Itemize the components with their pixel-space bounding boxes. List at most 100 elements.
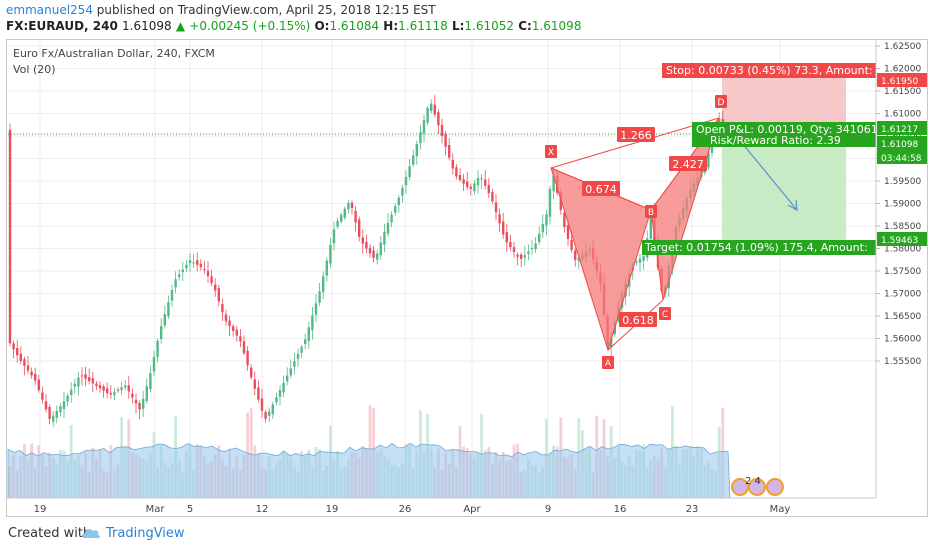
candle-body (502, 221, 505, 235)
time-tick-label: 23 (686, 504, 699, 515)
price-tick-label: 1.62500 (884, 42, 921, 52)
candle-body (566, 225, 570, 239)
candle-body (300, 346, 303, 353)
candle-body (268, 411, 271, 417)
candle-body (361, 237, 364, 244)
candle-body (304, 339, 307, 344)
price-tick-label: 1.58000 (884, 245, 921, 255)
candle-body (178, 274, 181, 277)
candle-body (296, 354, 300, 359)
candle-body (325, 260, 328, 276)
price-badge-2 (877, 136, 927, 150)
ohlc-line: FX:EURAUD, 240 1.61098 ▲ +0.00245 (+0.15… (6, 19, 581, 33)
symbol-label: FX:EURAUD, 240 (6, 19, 118, 33)
candle-body (163, 314, 166, 326)
time-tick-label: Mar (146, 504, 166, 515)
price-tick-label: 1.57500 (884, 267, 921, 277)
candle-body (242, 341, 246, 354)
event-icon (766, 478, 784, 496)
pattern-ratio-label: 0.618 (622, 314, 654, 327)
candle-body (548, 189, 552, 217)
candle-body (138, 402, 141, 410)
candle-body (397, 197, 400, 206)
candle-body (494, 202, 498, 213)
candle-body (160, 326, 163, 340)
candle-body (350, 202, 354, 208)
candle-body (541, 224, 544, 233)
candle-body (574, 250, 577, 260)
candle-body (167, 302, 170, 317)
candle-body (480, 178, 483, 180)
time-tick-label: 26 (399, 504, 412, 515)
candle-body (638, 258, 642, 263)
candle-body (286, 375, 289, 382)
candle-body (44, 401, 48, 410)
candle-body (174, 279, 177, 288)
events-count: 2 4 (745, 476, 761, 487)
candle-body (401, 187, 404, 196)
target-price-badge (877, 232, 927, 246)
price-axis[interactable]: 1.625001.620001.615001.610001.605001.600… (876, 42, 921, 367)
candle-body (448, 145, 451, 158)
price-tick-label: 1.61000 (884, 110, 921, 120)
tradingview-logo-icon (81, 529, 100, 538)
high-label: H: (383, 19, 399, 33)
candle-body (102, 386, 105, 391)
candle-body (37, 379, 40, 391)
tradingview-brand[interactable]: TradingView (106, 526, 185, 541)
candle-body (59, 406, 62, 413)
price-tick-label: 1.62000 (884, 65, 921, 75)
candle-body (332, 229, 336, 244)
candle-body (106, 388, 109, 394)
candle-body (430, 103, 433, 111)
time-tick-label: 19 (34, 504, 47, 515)
candle-body (250, 367, 253, 378)
target-price-text: 1.59463 (881, 236, 918, 246)
candle-body (347, 202, 350, 210)
pattern-ratio-badge (669, 156, 707, 171)
candle-body (509, 241, 512, 248)
price-tick-label: 1.58500 (884, 222, 921, 232)
footer: Created with (0, 518, 932, 550)
candle-body (365, 241, 368, 249)
pattern-ratio-badge (617, 127, 655, 142)
events-badge[interactable]: 2 4 (731, 476, 784, 496)
candle-body (476, 178, 480, 186)
pattern-point-badge (645, 205, 657, 218)
pattern-point-label: A (605, 359, 612, 369)
last-price: 1.61098 (122, 19, 172, 33)
author-link[interactable]: emmanuel254 (6, 3, 93, 17)
time-tick-label: 16 (614, 504, 627, 515)
candle-body (577, 257, 580, 262)
candle-body (23, 359, 26, 366)
candle-body (19, 353, 22, 362)
close-label: C: (518, 19, 532, 33)
time-tick-label: 12 (256, 504, 269, 515)
candle-body (70, 389, 73, 396)
candle-body (538, 233, 541, 242)
candle-body (473, 183, 476, 192)
candle-body (523, 255, 526, 258)
candle-body (516, 254, 519, 257)
time-axis[interactable]: 19 Mar 5 12 19 26 Apr 9 16 23 May (34, 504, 791, 515)
candle-body (437, 112, 440, 126)
volume-indicator-label[interactable]: Vol (20) (13, 63, 56, 76)
candle-body (311, 315, 314, 331)
candle-body (188, 260, 192, 264)
pnl-text: Open P&L: 0.00119, Qty: 341061 (696, 123, 878, 136)
price-tick-label: 1.61500 (884, 87, 921, 97)
candle-body (458, 175, 462, 180)
instrument-title: Euro Fx/Australian Dollar, 240, FXCM (13, 47, 215, 60)
time-tick-label: Apr (463, 504, 481, 515)
pattern-ratio-label: 1.266 (620, 129, 652, 142)
price-change: +0.00245 (+0.15%) (189, 19, 311, 33)
low-label: L: (451, 19, 465, 33)
stop-price-text: 1.61950 (881, 77, 918, 87)
candle-body (642, 256, 645, 261)
pattern-ratio-label: 0.674 (585, 183, 617, 196)
candle-body (433, 104, 436, 115)
candle-body (109, 392, 112, 395)
candle-body (412, 155, 415, 165)
candle-body (271, 404, 274, 415)
